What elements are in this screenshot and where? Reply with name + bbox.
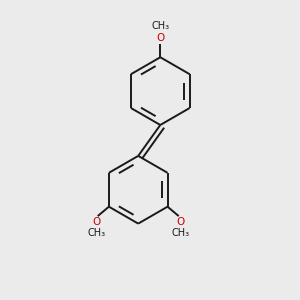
Text: CH₃: CH₃ bbox=[151, 21, 169, 31]
Text: O: O bbox=[176, 217, 184, 227]
Text: CH₃: CH₃ bbox=[171, 228, 189, 238]
Text: O: O bbox=[156, 33, 164, 43]
Text: CH₃: CH₃ bbox=[87, 228, 105, 238]
Text: O: O bbox=[92, 217, 100, 227]
